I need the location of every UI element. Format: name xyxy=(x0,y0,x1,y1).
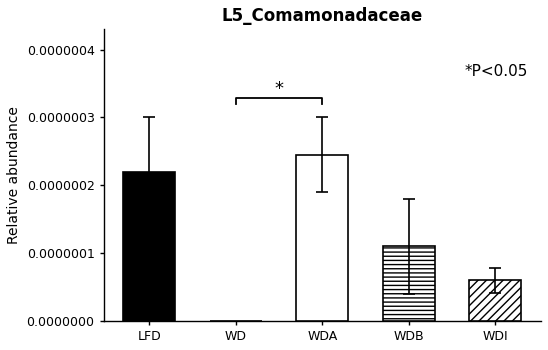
Bar xyxy=(383,246,435,321)
Bar xyxy=(296,155,348,321)
Y-axis label: Relative abundance: Relative abundance xyxy=(7,106,21,244)
Bar xyxy=(123,172,175,321)
Title: L5_Comamonadaceae: L5_Comamonadaceae xyxy=(222,7,423,25)
Text: *P<0.05: *P<0.05 xyxy=(465,64,528,79)
Text: *: * xyxy=(275,80,283,98)
Bar xyxy=(469,280,521,321)
